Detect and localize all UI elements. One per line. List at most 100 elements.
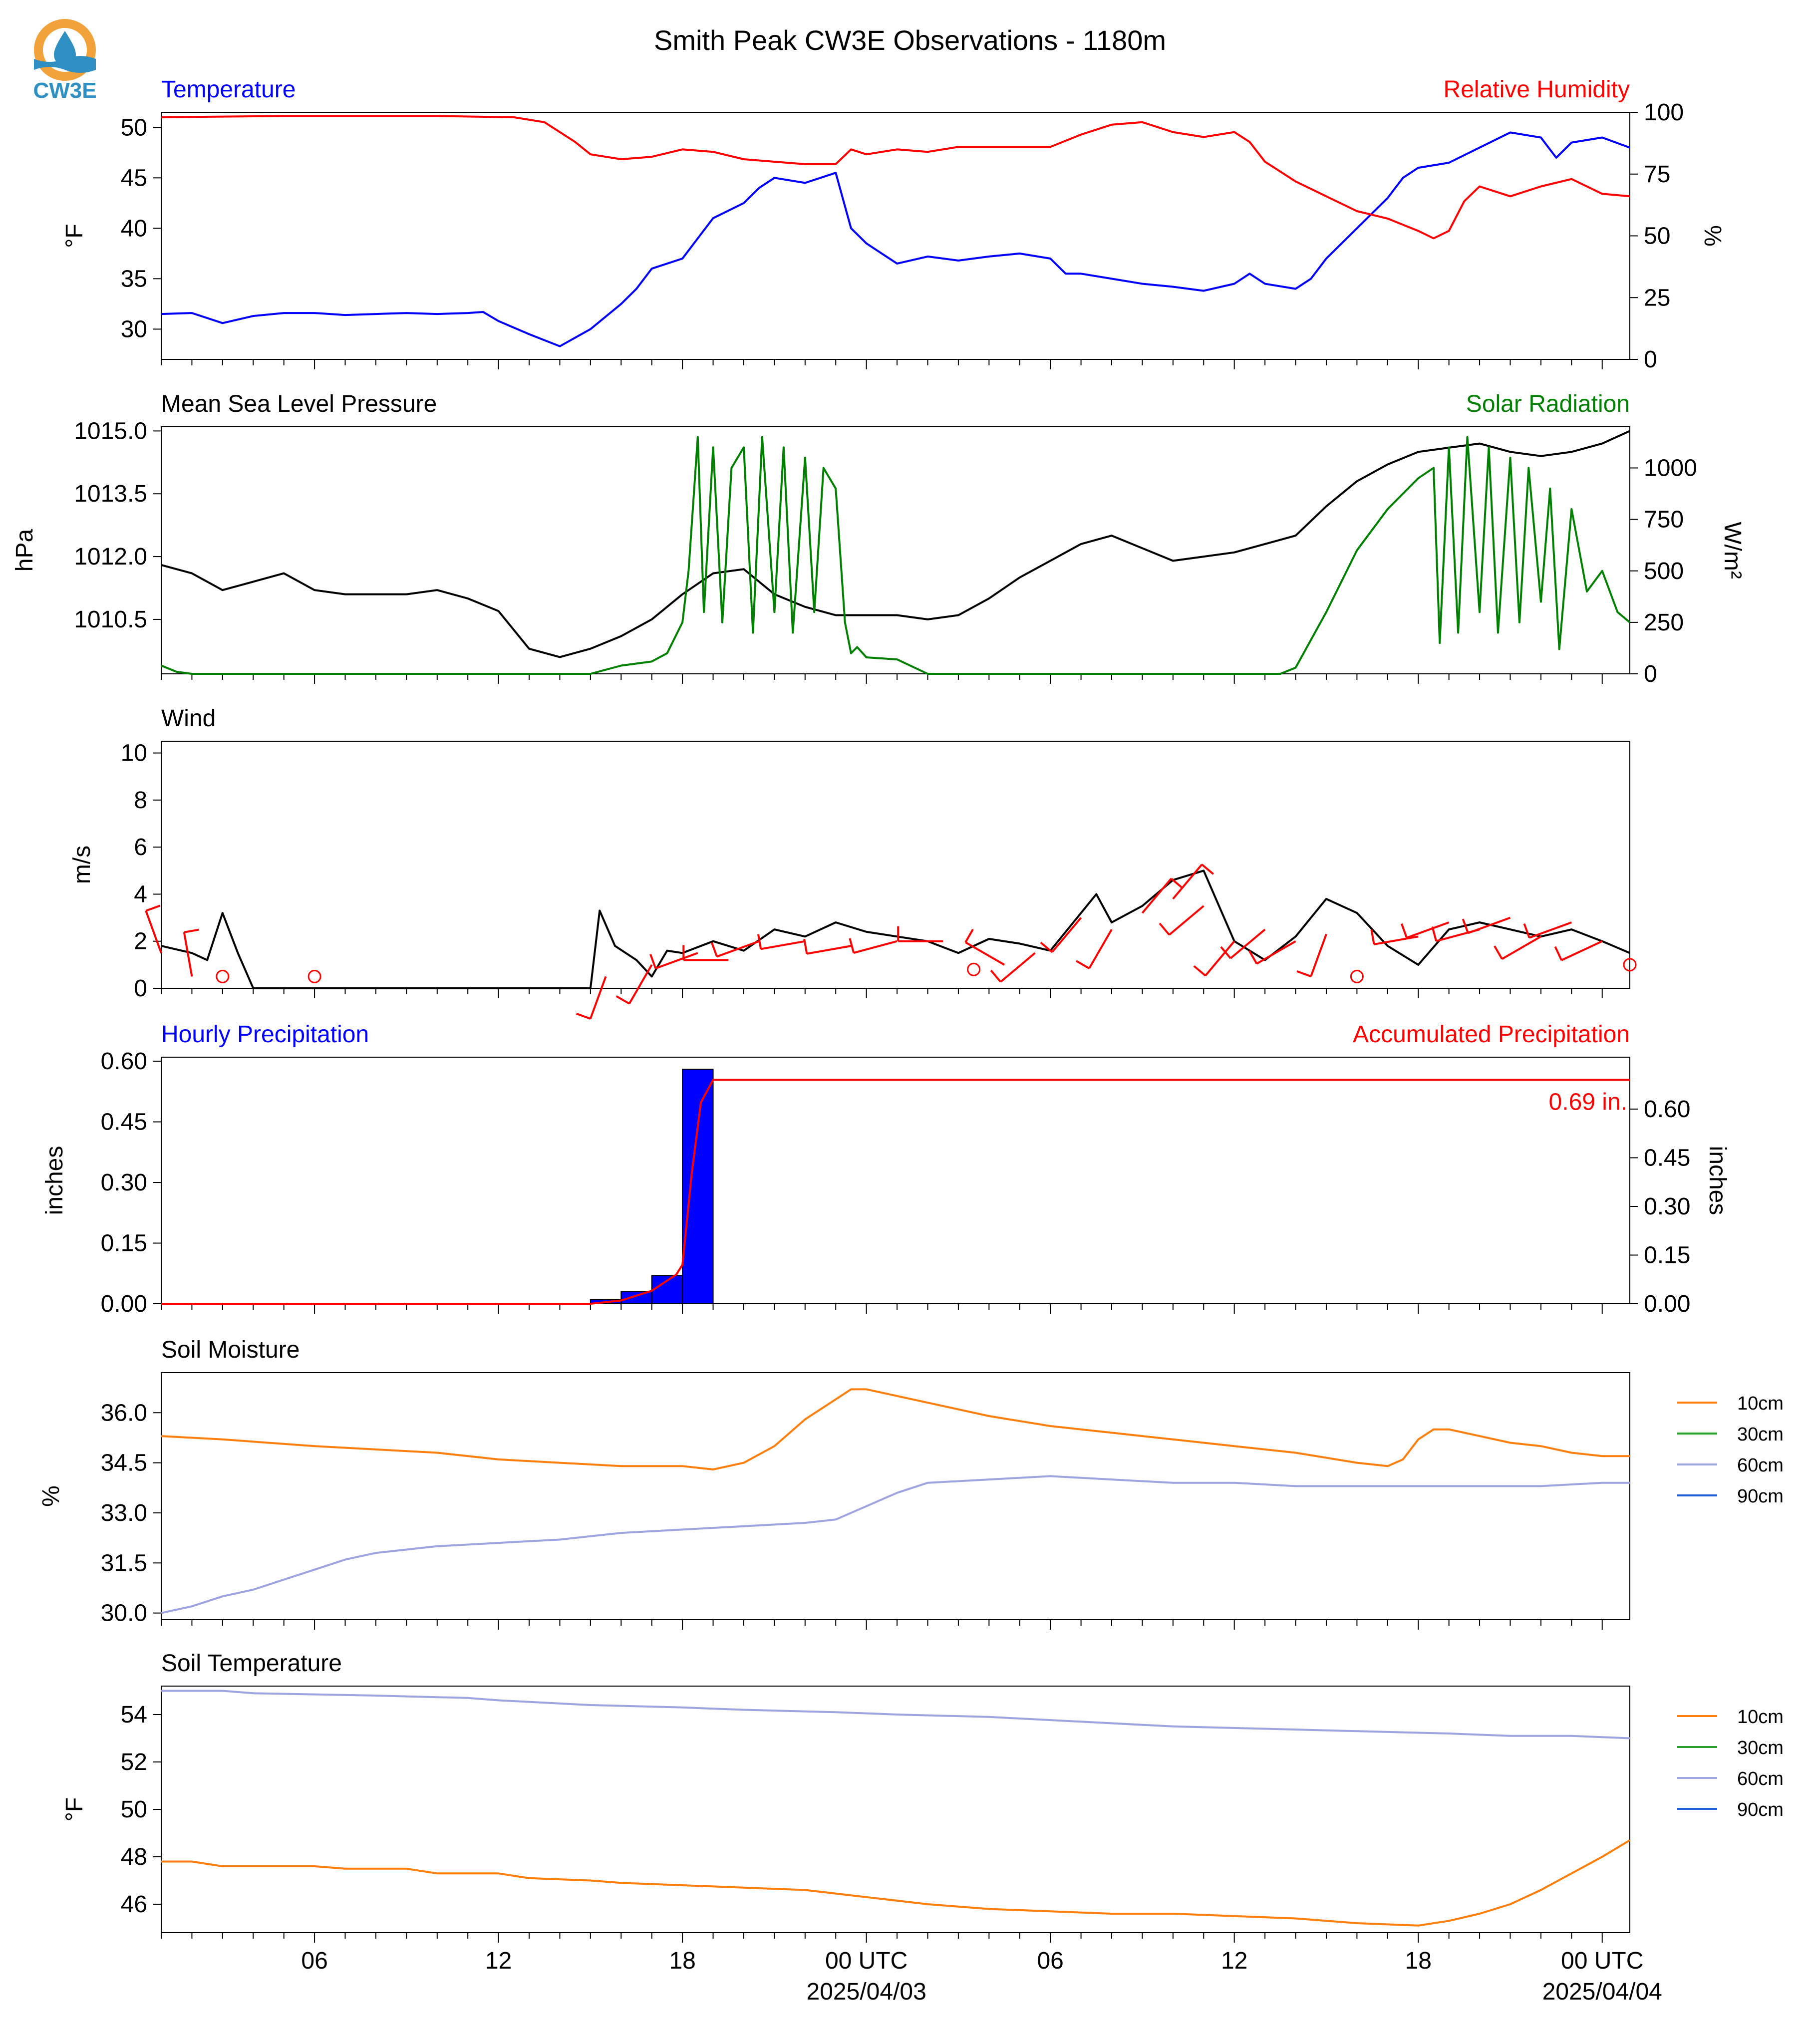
- y-right-axis-label: W/m²: [1719, 522, 1746, 579]
- series-line-temperature: [161, 131, 1630, 347]
- wind-barb: [1256, 940, 1296, 965]
- y-tick-label: 35: [121, 266, 147, 292]
- y-right-tick-label: 500: [1644, 558, 1684, 584]
- y-axis-label: °F: [61, 224, 88, 248]
- plot-frame: [161, 1372, 1630, 1620]
- legend-label: 10cm: [1737, 1707, 1784, 1728]
- y-axis-label: °F: [61, 1797, 88, 1822]
- wind-barb-flag: [1554, 946, 1562, 961]
- wind-barb-flag: [1076, 960, 1090, 969]
- wind-barb: [1000, 952, 1036, 983]
- wind-barb: [1088, 929, 1113, 969]
- y-tick-label: 48: [121, 1844, 147, 1870]
- wind-barb-flag: [1248, 950, 1258, 964]
- y-tick-label: 52: [121, 1749, 147, 1775]
- wind-barb: [716, 940, 760, 958]
- y-right-axis-label: inches: [1704, 1146, 1731, 1215]
- wind-barb-flag: [849, 938, 855, 953]
- y-right-axis-label: %: [1699, 225, 1726, 247]
- hourly-precip-bar: [620, 1291, 652, 1304]
- wind-barb: [1501, 935, 1541, 960]
- wind-barb-flag: [1220, 946, 1231, 959]
- y-right-tick-label: 0.15: [1644, 1242, 1690, 1269]
- panel-title-right: Solar Radiation: [1466, 391, 1630, 417]
- y-tick-label: 45: [121, 165, 147, 191]
- series-line-mean-sea-level-pressure: [161, 430, 1630, 658]
- y-tick-label: 4: [134, 881, 147, 907]
- legend-label: 90cm: [1737, 1799, 1784, 1820]
- wind-barb-flag: [803, 938, 808, 954]
- wind-barb-flag: [576, 1012, 591, 1020]
- wind-barb-flag: [1040, 941, 1053, 953]
- logo-text: CW3E: [33, 78, 96, 103]
- wind-barb-flag: [964, 928, 974, 943]
- y-right-tick-label: 0: [1644, 346, 1657, 373]
- wind-barb: [1468, 916, 1511, 934]
- series-line-10cm: [161, 1388, 1630, 1470]
- y-tick-label: 2: [134, 928, 147, 955]
- y-tick-label: 50: [121, 114, 147, 141]
- wind-barb: [806, 945, 852, 955]
- y-right-tick-label: 25: [1644, 285, 1670, 311]
- wind-barb: [1529, 921, 1572, 939]
- wind-barb-flag: [1431, 926, 1438, 941]
- y-tick-label: 31.5: [101, 1550, 147, 1576]
- panel-title-left: Soil Moisture: [161, 1337, 300, 1363]
- y-tick-label: 50: [121, 1796, 147, 1823]
- series-line-10cm: [161, 1839, 1631, 1927]
- wind-barb-calm: [1623, 958, 1637, 972]
- wind-barb-flag: [1400, 923, 1408, 938]
- wind-barb: [1169, 905, 1205, 936]
- wind-barb-flag: [1494, 945, 1503, 960]
- plot-frame: [161, 426, 1630, 674]
- wind-barb: [853, 940, 898, 954]
- panel-1: Temperature Relative Humidity 30 35 40 45 50 0 2…: [61, 76, 1726, 373]
- wind-barb-flag: [1523, 923, 1530, 938]
- panel-4: Hourly Precipitation Accumulated Precipit…: [41, 1021, 1731, 1317]
- legend-label: 30cm: [1737, 1424, 1784, 1445]
- wind-barb: [589, 976, 607, 1019]
- plot-frame: [161, 741, 1630, 989]
- y-tick-label: 54: [121, 1702, 147, 1728]
- wind-barb-flag: [184, 928, 199, 933]
- x-tick-label: 18: [1405, 1948, 1432, 1974]
- wind-barb-calm: [307, 969, 321, 983]
- wind-barb-flag: [1159, 922, 1170, 936]
- y-tick-label: 46: [121, 1891, 147, 1918]
- x-tick-label: 12: [1221, 1948, 1247, 1974]
- y-tick-label: 1013.5: [74, 481, 147, 507]
- y-right-tick-label: 75: [1644, 161, 1670, 188]
- wind-barb-flag: [710, 942, 718, 957]
- wind-barb-flag: [757, 934, 762, 949]
- y-tick-label: 36.0: [101, 1400, 147, 1426]
- y-tick-label: 0: [134, 975, 147, 1002]
- wind-barb: [628, 964, 653, 1004]
- y-tick-label: 0.15: [101, 1230, 147, 1257]
- wind-barb: [1141, 877, 1172, 914]
- wind-barb-flag: [1201, 864, 1214, 875]
- panel-title-left: Wind: [161, 705, 216, 732]
- series-line-60cm: [161, 1475, 1630, 1614]
- y-tick-label: 8: [134, 787, 147, 814]
- y-tick-label: 0.30: [101, 1169, 147, 1196]
- wind-barb-flag: [1462, 918, 1469, 934]
- x-date-label: 2025/04/03: [807, 1979, 926, 2005]
- figure-title: Smith Peak CW3E Observations - 1180m: [654, 24, 1166, 56]
- legend-label: 60cm: [1737, 1455, 1784, 1476]
- y-axis-label: hPa: [11, 529, 38, 572]
- y-tick-label: 30.0: [101, 1600, 147, 1627]
- wind-barb-calm: [216, 969, 230, 983]
- y-right-tick-label: 0.60: [1644, 1096, 1690, 1123]
- logo-wave: [34, 56, 96, 73]
- y-tick-label: 1010.5: [74, 606, 147, 633]
- y-tick-label: 1012.0: [74, 544, 147, 570]
- y-right-tick-label: 750: [1644, 507, 1684, 533]
- panel-title-left: Soil Temperature: [161, 1650, 342, 1677]
- y-right-tick-label: 0.45: [1644, 1145, 1690, 1171]
- plot-frame: [161, 1057, 1630, 1304]
- series-line-solar-radiation: [161, 436, 1631, 675]
- y-tick-label: 0.45: [101, 1109, 147, 1136]
- wind-barb: [1561, 940, 1603, 961]
- y-tick-label: 0.00: [101, 1291, 147, 1317]
